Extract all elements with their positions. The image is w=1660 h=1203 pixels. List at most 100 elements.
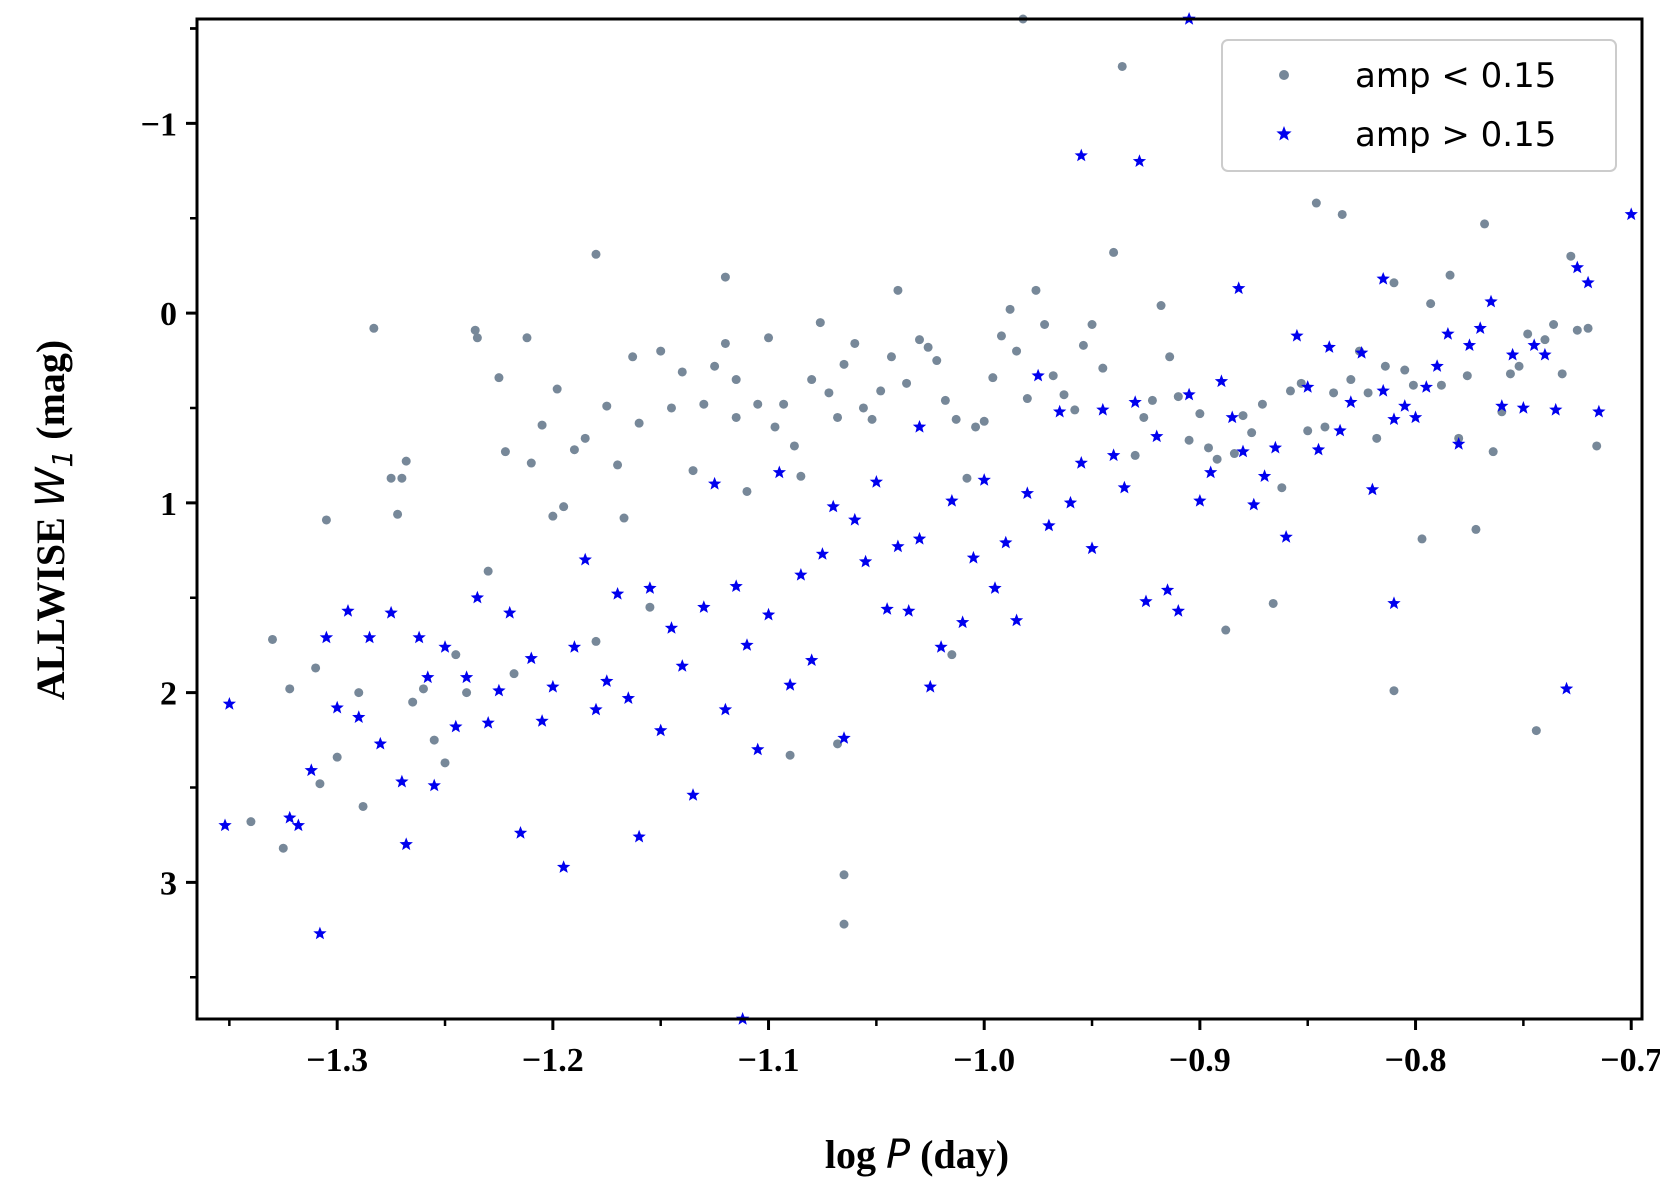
data-point-circle: [1380, 361, 1390, 371]
data-point-star: [352, 710, 366, 723]
data-point-circle: [996, 331, 1006, 341]
data-point-star: [567, 640, 582, 653]
data-point-circle: [591, 249, 601, 259]
data-point-circle: [796, 471, 806, 481]
data-point-star: [291, 818, 305, 832]
data-point-circle: [720, 338, 730, 348]
data-point-star: [218, 818, 232, 832]
data-point-circle: [807, 375, 817, 385]
data-point-circle: [1363, 388, 1373, 398]
data-point-star: [708, 476, 722, 490]
data-point-circle: [764, 333, 774, 343]
data-point-circle: [1389, 686, 1399, 696]
data-point-circle: [509, 669, 519, 679]
data-point-star: [729, 579, 743, 592]
data-point-circle: [1098, 363, 1108, 373]
data-point-star: [1452, 437, 1466, 450]
data-point-star: [1408, 410, 1423, 424]
data-point-star: [740, 638, 754, 651]
data-point-circle: [1130, 450, 1140, 460]
data-point-star: [1236, 444, 1250, 458]
data-point-circle: [1087, 320, 1097, 330]
data-point-circle: [656, 346, 666, 356]
data-point-star: [1193, 494, 1207, 507]
data-point-circle: [552, 384, 562, 394]
data-point-star: [1074, 148, 1088, 162]
data-point-star: [1484, 294, 1498, 308]
x-tick-label: −1.1: [738, 1042, 800, 1079]
legend-marker-circle: [1279, 70, 1289, 80]
data-point-star: [1096, 402, 1110, 416]
data-point-circle: [591, 636, 601, 646]
data-point-circle: [850, 338, 860, 348]
data-point-star: [1247, 497, 1261, 511]
data-point-circle: [1408, 380, 1418, 390]
data-point-circle: [666, 403, 676, 413]
data-point-circle: [1147, 395, 1157, 405]
data-point-circle: [526, 458, 536, 468]
data-point-circle: [429, 735, 439, 745]
data-point-star: [373, 736, 387, 750]
data-points-layer: [218, 12, 1638, 1025]
data-point-circle: [1078, 340, 1088, 350]
data-point-circle: [397, 473, 407, 483]
data-point-circle: [988, 373, 998, 383]
data-point-star: [362, 630, 377, 644]
data-point-circle: [401, 456, 411, 466]
data-point-circle: [1514, 361, 1524, 371]
data-point-star: [578, 552, 592, 566]
data-point-circle: [354, 688, 364, 698]
data-point-circle: [839, 919, 849, 929]
data-point-star: [492, 683, 506, 697]
data-point-star: [341, 604, 355, 617]
data-point-circle: [548, 511, 558, 521]
data-point-star: [222, 697, 236, 710]
data-point-circle: [451, 650, 461, 660]
data-point-circle: [1285, 386, 1295, 396]
data-point-circle: [785, 750, 795, 760]
data-point-star: [1570, 260, 1584, 274]
data-point-star: [459, 670, 474, 684]
legend-box: [1221, 39, 1617, 172]
data-point-circle: [440, 758, 450, 768]
data-point-star: [1106, 448, 1121, 462]
data-point-circle: [1505, 369, 1515, 379]
data-point-star: [1160, 583, 1175, 596]
data-point-circle: [580, 433, 590, 443]
data-point-star: [1290, 328, 1304, 342]
data-point-star: [427, 778, 441, 792]
data-point-star: [1225, 410, 1239, 424]
data-point-star: [1117, 480, 1131, 494]
data-point-star: [1214, 374, 1229, 388]
data-point-star: [1150, 429, 1164, 443]
data-point-circle: [1040, 320, 1050, 330]
data-point-circle: [569, 445, 579, 455]
data-point-star: [1365, 482, 1380, 496]
data-point-circle: [962, 473, 972, 483]
data-point-circle: [393, 509, 403, 519]
y-axis-ticks: −1 0 1 2 3: [141, 27, 197, 979]
data-point-circle: [867, 414, 877, 424]
data-point-star: [600, 674, 614, 687]
data-point-star: [891, 539, 905, 553]
data-point-circle: [688, 466, 698, 476]
data-point-star: [999, 535, 1013, 549]
data-point-star: [815, 547, 830, 560]
data-point-star: [858, 554, 873, 568]
x-tick-label: −0.7: [1600, 1042, 1660, 1079]
y-tick-label: 2: [160, 676, 177, 713]
y-tick-label: −1: [141, 106, 177, 143]
data-point-circle: [1117, 61, 1127, 71]
data-point-star: [1333, 423, 1347, 437]
data-point-circle: [559, 502, 569, 512]
data-point-star: [449, 719, 463, 733]
data-point-star: [1516, 401, 1530, 414]
data-point-star: [945, 494, 959, 507]
data-point-circle: [839, 359, 849, 369]
data-point-circle: [634, 418, 644, 428]
data-point-circle: [1471, 524, 1481, 534]
data-point-star: [304, 763, 318, 777]
data-point-star: [1387, 596, 1401, 610]
data-point-circle: [1156, 301, 1166, 311]
data-point-circle: [1389, 278, 1399, 288]
